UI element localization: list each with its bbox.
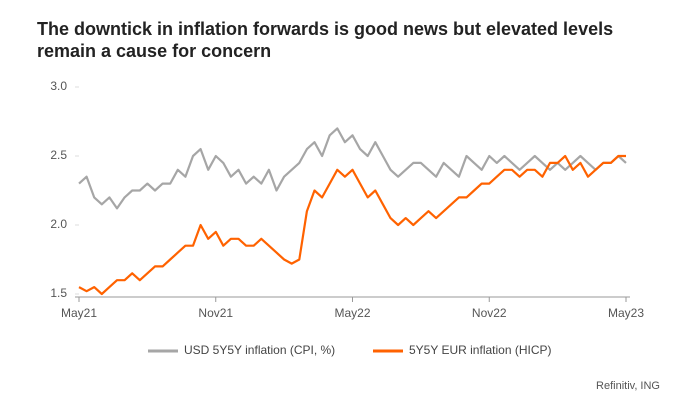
x-tick-label: Nov22	[472, 306, 507, 320]
legend-label: 5Y5Y EUR inflation (HICP)	[409, 343, 552, 357]
y-tick-label: 2.0	[50, 217, 67, 231]
y-tick-label: 2.5	[50, 148, 67, 162]
source: Refinitiv, ING	[596, 380, 660, 392]
line-series	[78, 127, 627, 210]
x-tick-label: May21	[61, 306, 97, 320]
y-tick-label: 3.0	[50, 79, 67, 93]
x-tick-label: May22	[334, 306, 370, 320]
chart-title: The downtick in inflation forwards is go…	[37, 19, 614, 61]
x-tick-label: Nov21	[198, 306, 233, 320]
line-series	[78, 154, 626, 296]
x-tick-label: May23	[608, 306, 644, 320]
y-tick-label: 1.5	[50, 286, 67, 300]
legend-label: USD 5Y5Y inflation (CPI, %)	[184, 343, 335, 357]
